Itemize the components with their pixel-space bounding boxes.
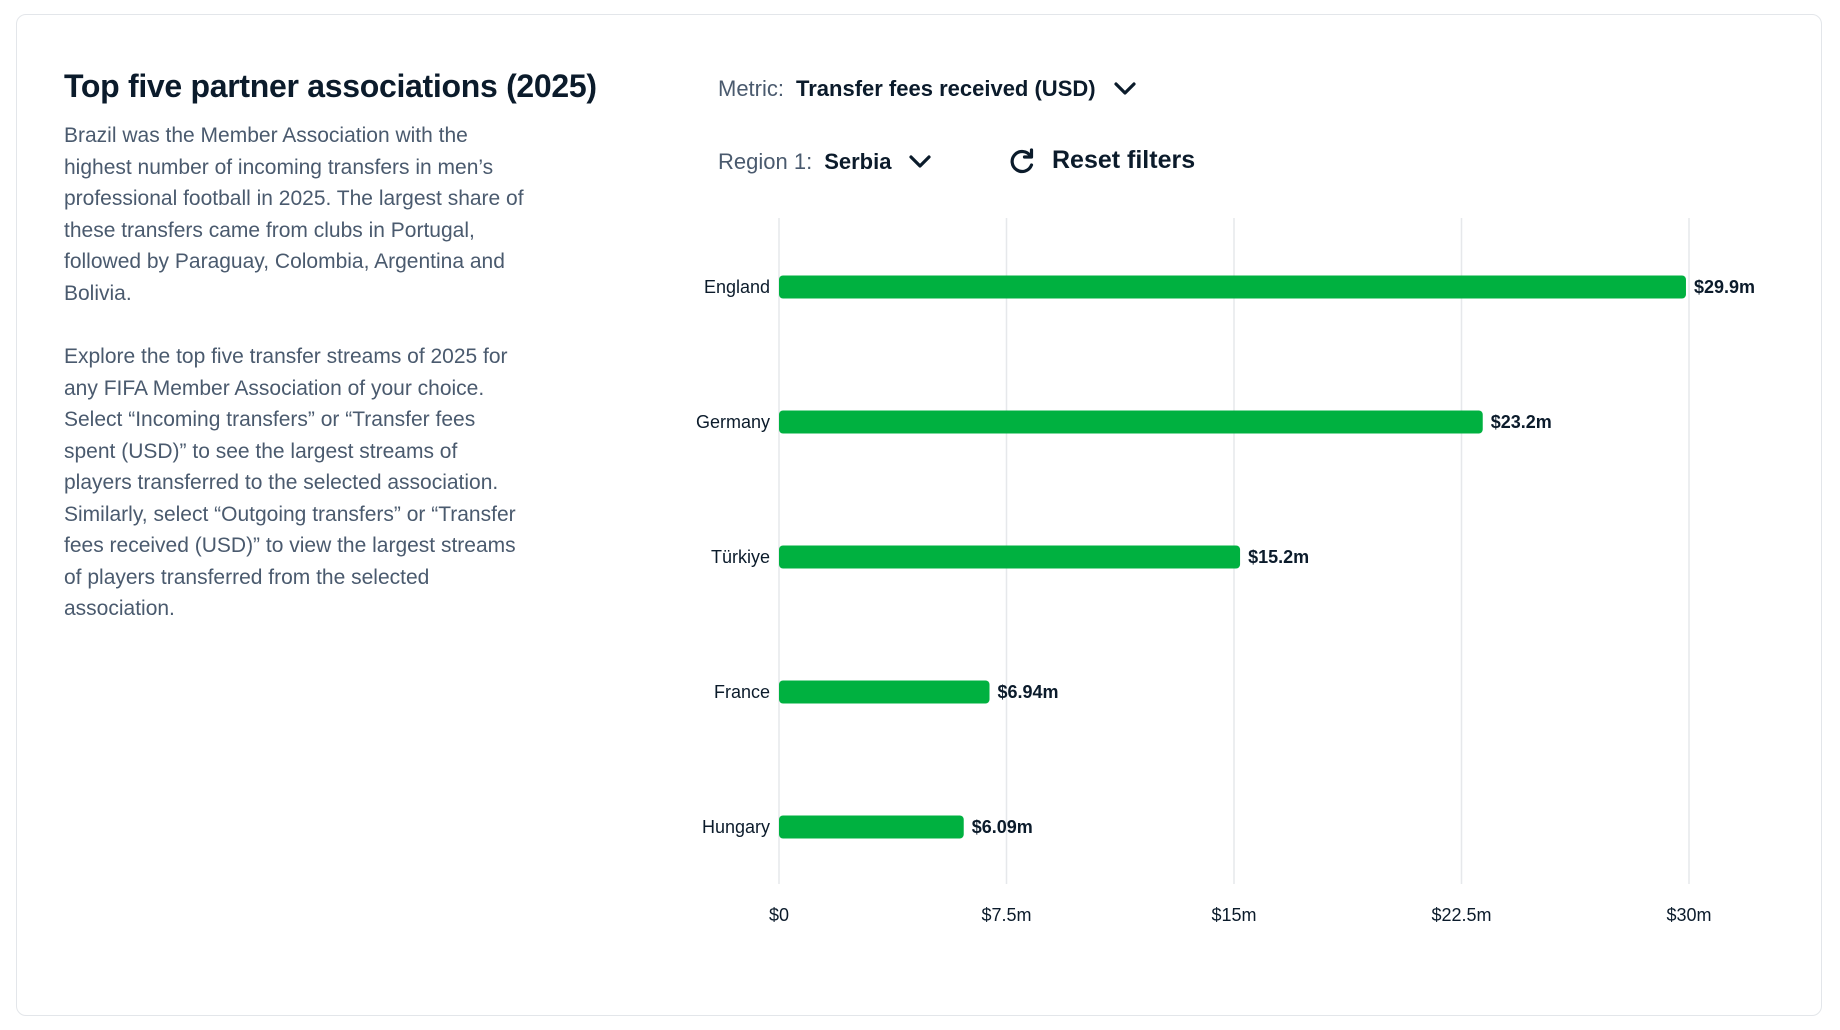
- x-tick-label: $0: [769, 905, 789, 925]
- region-label: Region 1:: [718, 149, 813, 174]
- category-label: England: [704, 277, 770, 297]
- category-label: Germany: [696, 412, 770, 432]
- metric-value: Transfer fees received (USD): [796, 76, 1096, 101]
- description-paragraph-1: Brazil was the Member Association with t…: [64, 124, 524, 305]
- category-label: Türkiye: [711, 547, 770, 567]
- value-label: $15.2m: [1248, 547, 1309, 567]
- bar[interactable]: [779, 410, 1483, 434]
- region-value: Serbia: [824, 149, 892, 174]
- reset-filters-label: Reset filters: [1052, 146, 1196, 174]
- value-label: $6.94m: [998, 682, 1059, 702]
- x-tick-label: $22.5m: [1431, 905, 1491, 925]
- bar[interactable]: [779, 275, 1686, 299]
- bar[interactable]: [779, 545, 1241, 569]
- region-dropdown[interactable]: Region 1: Serbia: [718, 149, 932, 175]
- x-tick-label: $7.5m: [981, 905, 1031, 925]
- chevron-down-icon: [909, 155, 932, 168]
- bar[interactable]: [779, 680, 990, 704]
- category-label: France: [714, 682, 770, 702]
- refresh-icon: [1010, 147, 1034, 173]
- page-title: Top five partner associations (2025): [64, 68, 597, 104]
- bar[interactable]: [779, 815, 964, 839]
- x-tick-label: $15m: [1211, 905, 1256, 925]
- x-tick-label: $30m: [1666, 905, 1711, 925]
- category-label: Hungary: [702, 817, 770, 837]
- chevron-down-icon: [1113, 82, 1136, 95]
- description-paragraph-2: Explore the top five transfer streams of…: [64, 345, 516, 620]
- value-label: $23.2m: [1491, 412, 1552, 432]
- metric-dropdown[interactable]: Metric: Transfer fees received (USD): [718, 76, 1136, 102]
- value-label: $6.09m: [972, 817, 1033, 837]
- chart-card: [16, 14, 1822, 1016]
- metric-label: Metric:: [718, 76, 784, 101]
- value-label: $29.9m: [1694, 277, 1755, 297]
- reset-filters-button[interactable]: Reset filters: [1008, 146, 1195, 175]
